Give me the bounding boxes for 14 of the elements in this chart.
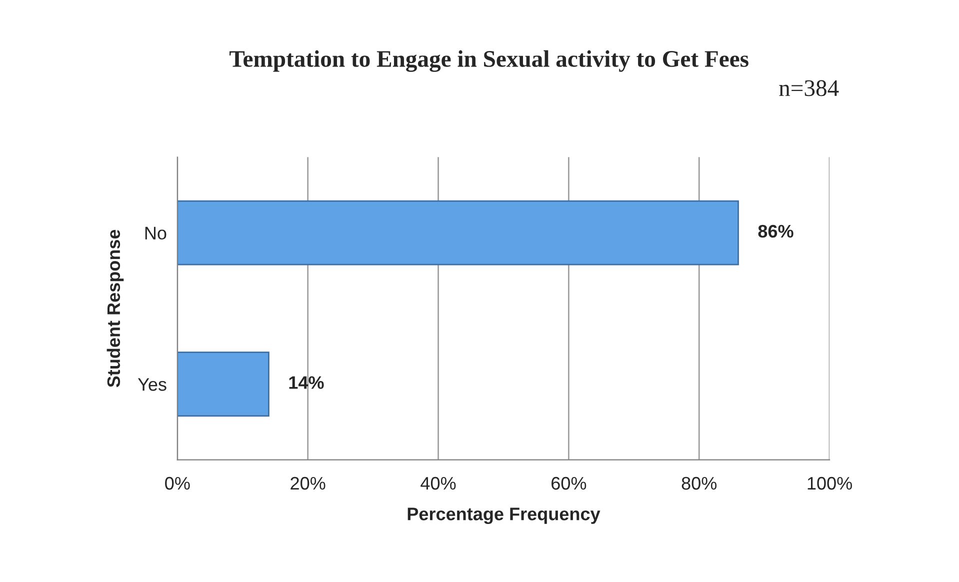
text: n=384 [779, 80, 839, 96]
data-label: 14% [289, 376, 324, 389]
x-axis-title: Percentage Frequency [408, 508, 600, 524]
x-tick-label: 100% [808, 476, 852, 490]
y-tick-label: No [145, 226, 166, 240]
y-axis-title: Student Response [106, 230, 124, 388]
y-tick-label: Yes [138, 378, 166, 391]
x-tick-label: 80% [682, 476, 717, 490]
x-tick-label: 0% [165, 476, 190, 490]
chart-title: Temptation to Engage in Sexual activity to Get Fees [230, 50, 748, 72]
data-label: 86% [758, 224, 794, 238]
x-tick-label: 20% [290, 476, 326, 490]
x-tick-label: 60% [552, 476, 586, 490]
x-tick-label: 40% [420, 476, 456, 490]
